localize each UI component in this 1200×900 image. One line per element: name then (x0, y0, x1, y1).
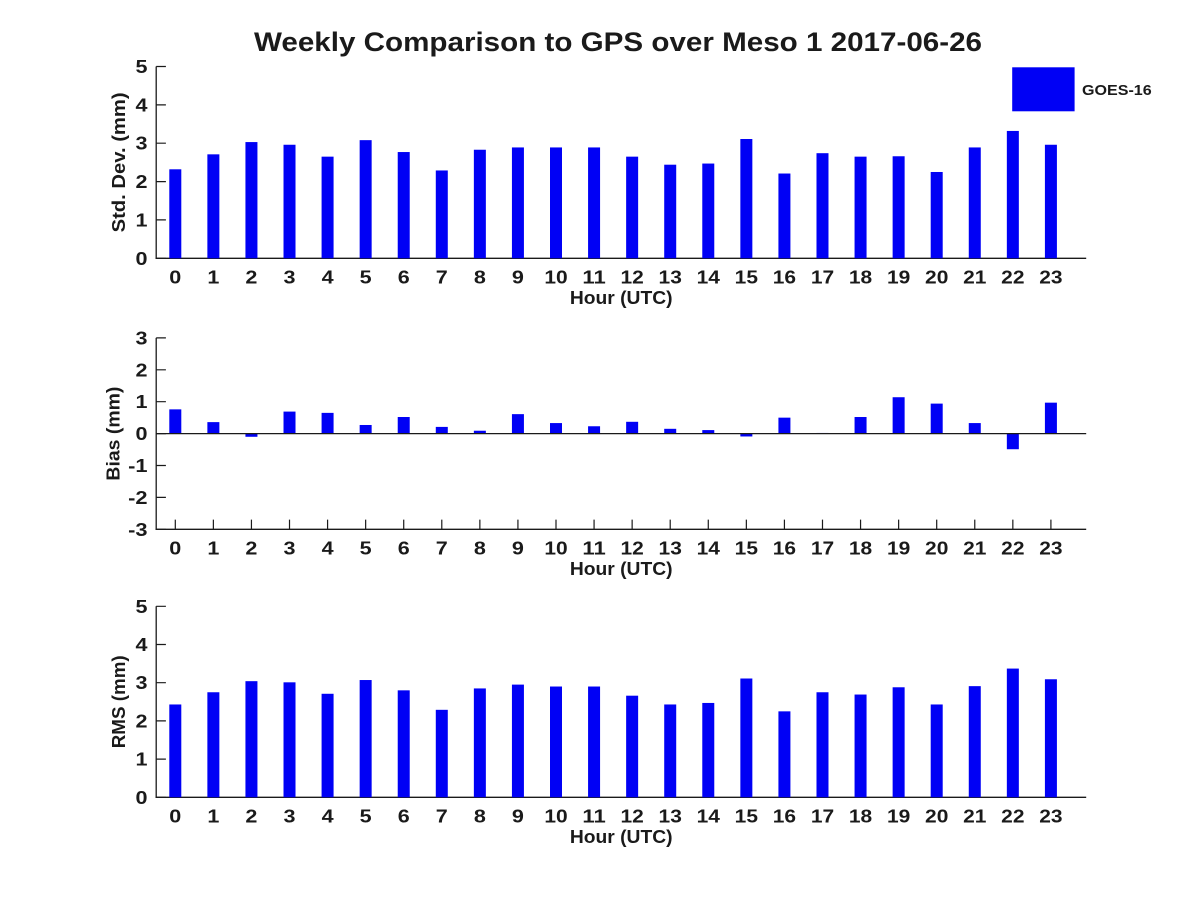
svg-text:-2: -2 (128, 488, 147, 508)
svg-text:3: 3 (284, 268, 296, 288)
svg-text:17: 17 (811, 539, 834, 559)
svg-text:20: 20 (925, 539, 948, 559)
svg-text:-3: -3 (128, 520, 147, 540)
svg-text:11: 11 (582, 268, 605, 288)
svg-text:13: 13 (659, 539, 682, 559)
svg-text:3: 3 (284, 807, 296, 827)
svg-text:13: 13 (659, 807, 682, 827)
svg-text:6: 6 (398, 268, 410, 288)
svg-text:0: 0 (136, 424, 148, 444)
svg-text:19: 19 (887, 539, 910, 559)
svg-text:16: 16 (773, 539, 796, 559)
svg-text:7: 7 (436, 268, 448, 288)
svg-text:15: 15 (735, 268, 758, 288)
svg-text:1: 1 (136, 392, 148, 412)
svg-text:14: 14 (697, 268, 721, 288)
svg-text:21: 21 (963, 807, 986, 827)
svg-text:9: 9 (512, 807, 524, 827)
svg-text:22: 22 (1001, 807, 1024, 827)
svg-text:0: 0 (169, 268, 181, 288)
svg-text:Hour (UTC): Hour (UTC) (570, 827, 673, 847)
svg-text:-1: -1 (128, 456, 147, 476)
svg-text:Hour (UTC): Hour (UTC) (570, 288, 673, 308)
svg-text:9: 9 (512, 268, 524, 288)
svg-text:6: 6 (398, 807, 410, 827)
svg-text:0: 0 (169, 807, 181, 827)
svg-text:10: 10 (544, 268, 567, 288)
svg-text:4: 4 (322, 539, 335, 559)
svg-text:3: 3 (136, 134, 148, 154)
svg-text:12: 12 (620, 807, 643, 827)
svg-text:12: 12 (620, 539, 643, 559)
svg-text:2: 2 (245, 268, 257, 288)
svg-text:16: 16 (773, 268, 796, 288)
svg-text:Bias (mm): Bias (mm) (103, 387, 123, 481)
svg-text:3: 3 (136, 673, 148, 693)
svg-text:21: 21 (963, 268, 986, 288)
svg-text:1: 1 (136, 750, 148, 770)
svg-text:9: 9 (512, 539, 524, 559)
svg-text:5: 5 (136, 57, 148, 77)
svg-text:3: 3 (136, 328, 148, 348)
svg-text:0: 0 (136, 788, 148, 808)
svg-text:5: 5 (360, 539, 372, 559)
svg-text:1: 1 (207, 268, 219, 288)
svg-text:Hour (UTC): Hour (UTC) (570, 559, 673, 579)
svg-text:4: 4 (322, 807, 335, 827)
svg-text:14: 14 (697, 539, 721, 559)
svg-text:16: 16 (773, 807, 796, 827)
svg-text:RMS (mm): RMS (mm) (109, 655, 129, 748)
svg-text:Weekly Comparison to GPS over: Weekly Comparison to GPS over Meso 1 201… (254, 27, 982, 57)
svg-text:20: 20 (925, 807, 948, 827)
svg-text:17: 17 (811, 807, 834, 827)
svg-text:2: 2 (136, 711, 148, 731)
svg-text:22: 22 (1001, 268, 1024, 288)
svg-text:6: 6 (398, 539, 410, 559)
svg-text:8: 8 (474, 268, 486, 288)
svg-text:4: 4 (322, 268, 335, 288)
svg-text:22: 22 (1001, 539, 1024, 559)
svg-text:18: 18 (849, 268, 872, 288)
svg-text:1: 1 (207, 807, 219, 827)
svg-text:10: 10 (544, 807, 567, 827)
svg-text:7: 7 (436, 539, 448, 559)
svg-text:17: 17 (811, 268, 834, 288)
svg-text:13: 13 (659, 268, 682, 288)
svg-text:12: 12 (620, 268, 643, 288)
svg-text:2: 2 (136, 360, 148, 380)
svg-text:15: 15 (735, 539, 758, 559)
svg-text:2: 2 (245, 807, 257, 827)
svg-text:10: 10 (544, 539, 567, 559)
svg-text:5: 5 (360, 268, 372, 288)
svg-text:1: 1 (207, 539, 219, 559)
svg-text:7: 7 (436, 807, 448, 827)
svg-text:23: 23 (1039, 539, 1062, 559)
svg-text:5: 5 (136, 597, 148, 617)
svg-text:21: 21 (963, 539, 986, 559)
svg-text:5: 5 (360, 807, 372, 827)
svg-text:15: 15 (735, 807, 758, 827)
svg-text:0: 0 (136, 249, 148, 269)
svg-text:18: 18 (849, 539, 872, 559)
svg-text:3: 3 (284, 539, 296, 559)
svg-text:Std. Dev. (mm): Std. Dev. (mm) (109, 92, 129, 232)
svg-text:2: 2 (245, 539, 257, 559)
svg-text:8: 8 (474, 807, 486, 827)
svg-text:11: 11 (582, 807, 605, 827)
svg-text:19: 19 (887, 807, 910, 827)
svg-text:14: 14 (697, 807, 721, 827)
svg-text:4: 4 (136, 635, 149, 655)
svg-text:23: 23 (1039, 807, 1062, 827)
svg-text:0: 0 (169, 539, 181, 559)
svg-text:23: 23 (1039, 268, 1062, 288)
svg-text:11: 11 (582, 539, 605, 559)
svg-text:1: 1 (136, 210, 148, 230)
svg-text:4: 4 (136, 95, 149, 115)
svg-text:GOES-16: GOES-16 (1082, 82, 1152, 99)
svg-text:19: 19 (887, 268, 910, 288)
svg-text:2: 2 (136, 172, 148, 192)
svg-text:20: 20 (925, 268, 948, 288)
svg-text:8: 8 (474, 539, 486, 559)
svg-text:18: 18 (849, 807, 872, 827)
